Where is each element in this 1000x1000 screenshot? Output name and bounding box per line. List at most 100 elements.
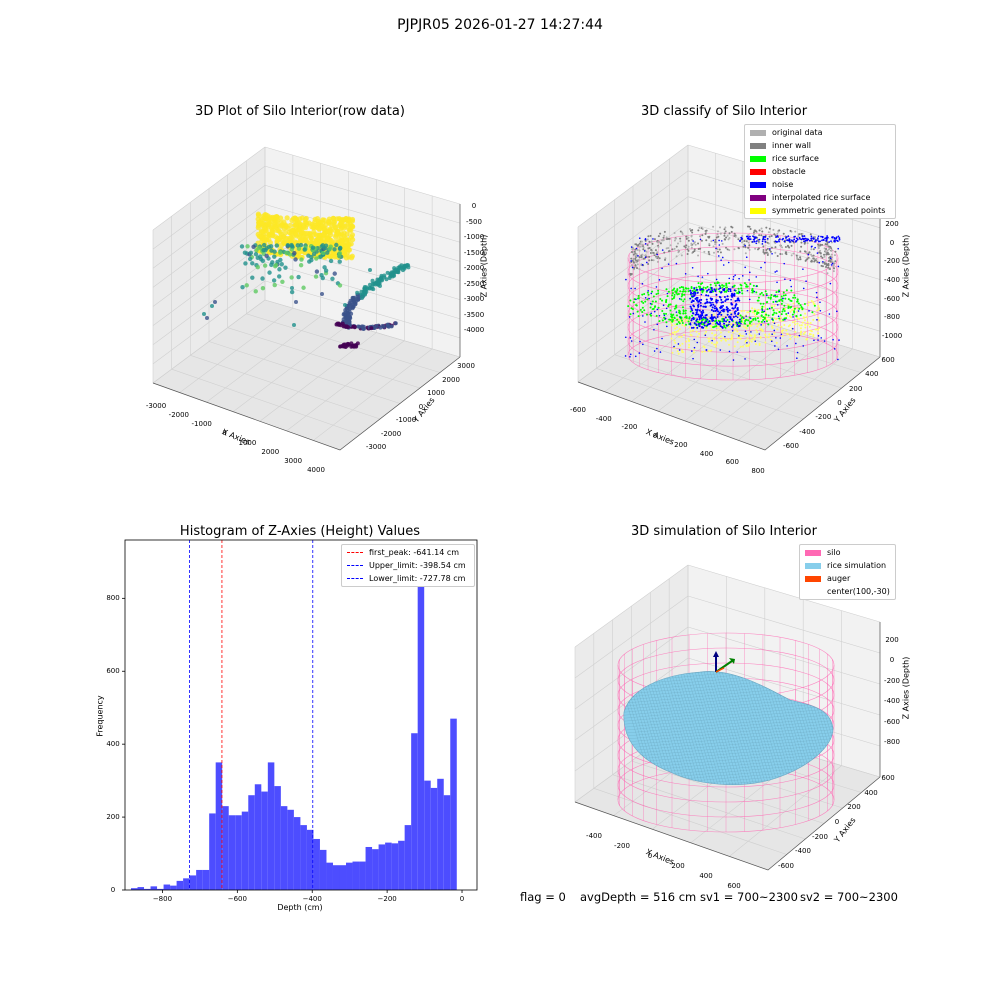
- scatter-point: [267, 249, 273, 255]
- inner-wall-point: [747, 246, 750, 249]
- scatter-point: [342, 311, 347, 316]
- rice-surface-point: [687, 290, 690, 293]
- rice-surface-point: [723, 289, 726, 292]
- scatter-point: [337, 247, 343, 253]
- scatter-point: [321, 226, 327, 233]
- noise-point: [701, 312, 704, 315]
- noise-point: [630, 340, 633, 342]
- inner-wall-point: [779, 252, 782, 255]
- noise-point: [722, 288, 725, 291]
- scatter-point: [306, 253, 311, 258]
- inner-wall-point: [817, 245, 820, 248]
- inner-wall-point: [815, 238, 818, 241]
- side-pane: [578, 145, 688, 382]
- symmetric-point: [773, 305, 776, 308]
- scatter-point: [389, 324, 394, 329]
- scatter-point: [301, 230, 308, 237]
- scatter-point: [318, 254, 323, 259]
- scatter-point: [352, 325, 357, 330]
- rice-surface-point: [799, 304, 802, 307]
- symmetric-point: [753, 313, 756, 316]
- noise-point: [653, 310, 656, 313]
- symmetric-point: [678, 328, 681, 331]
- inner-wall-point: [770, 246, 773, 249]
- symmetric-point: [788, 304, 791, 307]
- noise-point: [699, 314, 702, 317]
- inner-wall-point: [799, 250, 802, 253]
- scatter-point: [323, 268, 329, 273]
- scatter-point: [274, 214, 280, 220]
- scatter-point: [297, 245, 304, 251]
- scatter-point: [316, 232, 323, 238]
- rice-surface-point: [719, 320, 722, 323]
- scatter-point: [263, 224, 269, 230]
- scatter-point: [319, 249, 324, 254]
- y-tick-label: -600: [783, 442, 799, 450]
- noise-point: [638, 352, 641, 354]
- scatter-point: [353, 301, 358, 306]
- rice-surface-point: [695, 320, 698, 323]
- grid-line: [764, 356, 881, 451]
- rice-surface-point: [756, 311, 759, 314]
- symmetric-point: [708, 350, 711, 353]
- scatter-point: [297, 226, 304, 232]
- y-tick-label: -400: [795, 847, 811, 856]
- noise-point: [778, 238, 781, 241]
- noise-point: [712, 310, 715, 313]
- scatter-point: [262, 242, 268, 249]
- scatter-point: [255, 248, 261, 254]
- auger-x-arrow: [715, 660, 733, 673]
- inner-wall-point: [718, 248, 721, 251]
- scatter-point: [324, 237, 330, 243]
- noise-point: [782, 237, 785, 240]
- scatter-point: [325, 250, 330, 255]
- scatter-point: [342, 247, 348, 253]
- scatter-point: [254, 248, 259, 253]
- rice-surface-point: [639, 308, 642, 311]
- legend-item: obstacle: [745, 165, 895, 178]
- panel2-title: 3D classify of Silo Interior: [640, 104, 808, 119]
- legend-label: original data: [772, 128, 823, 137]
- inner-wall-point: [747, 225, 750, 228]
- rice-surface-point: [725, 282, 728, 285]
- scatter-point: [351, 304, 356, 309]
- noise-point: [746, 289, 749, 292]
- scatter-point: [294, 249, 300, 255]
- scatter-point: [334, 243, 340, 249]
- inner-wall-point: [659, 242, 662, 245]
- mesh-line: [779, 671, 821, 785]
- scatter-point: [341, 217, 347, 223]
- mesh-line: [623, 689, 834, 711]
- noise-point: [776, 235, 779, 238]
- symmetric-point: [734, 321, 737, 324]
- inner-wall-point: [747, 234, 750, 237]
- noise-point: [834, 239, 837, 241]
- scatter-point: [343, 324, 348, 329]
- noise-point: [700, 298, 703, 301]
- noise-point: [708, 320, 711, 323]
- mesh-line: [623, 737, 834, 759]
- noise-point: [819, 301, 821, 304]
- inner-wall-point: [698, 226, 701, 229]
- inner-wall-point: [826, 272, 829, 275]
- grid-line: [574, 688, 689, 772]
- rice-surface-point: [725, 290, 728, 293]
- symmetric-point: [764, 314, 767, 317]
- rice-surface-point: [699, 322, 702, 325]
- scatter-point: [378, 284, 382, 288]
- scatter-point: [273, 251, 279, 257]
- inner-wall-point: [734, 235, 737, 238]
- grid-line: [264, 184, 461, 243]
- scatter-point: [334, 322, 339, 327]
- scatter-point: [347, 227, 353, 233]
- scatter-point: [278, 234, 284, 241]
- noise-point: [696, 299, 699, 302]
- noise-point: [755, 236, 757, 239]
- mesh-line: [794, 671, 834, 785]
- noise-point: [719, 311, 722, 314]
- scatter-point: [257, 254, 263, 259]
- scatter-point: [316, 243, 322, 249]
- scatter-point: [309, 254, 314, 260]
- noise-point: [693, 287, 696, 290]
- noise-point: [726, 313, 729, 316]
